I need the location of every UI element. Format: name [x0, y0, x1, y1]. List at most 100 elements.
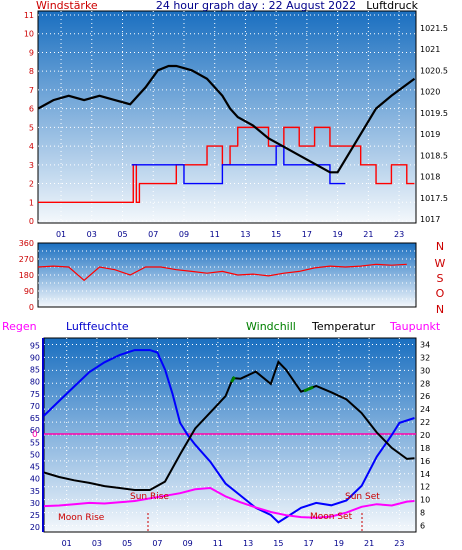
pressure-tick-label: 1021.5: [420, 24, 448, 33]
hour-tick-label-bottom: 11: [213, 539, 223, 548]
hour-tick-label: 01: [56, 230, 66, 239]
hour-tick-label: 05: [117, 230, 127, 239]
temperature-series: [43, 360, 415, 491]
humidity-tick-label: 95: [30, 341, 40, 350]
pressure-tick-label: 1017.5: [420, 194, 448, 203]
temperature-tick-label: 10: [420, 496, 430, 505]
pressure-tick-label: 1018: [420, 173, 440, 182]
humidity-tick-label: 35: [30, 487, 40, 496]
hour-tick-label-bottom: 21: [364, 539, 374, 548]
wind-tick-label: 2: [29, 180, 34, 189]
wind-tick-label: 11: [24, 11, 34, 20]
humidity-tick-label: 55: [30, 438, 40, 447]
rain-zero-label: 0: [32, 430, 38, 440]
hour-tick-label: 17: [302, 230, 312, 239]
wind-tick-label: 10: [24, 30, 34, 39]
legend-regen: Regen: [2, 320, 37, 333]
moon-rise-label: Moon Rise: [58, 513, 105, 523]
humidity-tick-label: 90: [30, 353, 40, 362]
humidity-tick-label: 45: [30, 463, 40, 472]
temperature-tick-label: 14: [420, 470, 430, 479]
humidity-series: [43, 349, 415, 524]
humidity-tick-label: 50: [30, 450, 40, 459]
temperature-tick-label: 6: [420, 522, 425, 531]
wind-tick-label: 8: [29, 67, 34, 76]
hour-tick-label: 13: [240, 230, 250, 239]
sun-rise-label: Sun Rise: [130, 492, 169, 502]
dewpoint-series: [43, 486, 415, 519]
hour-tick-label-bottom: 13: [243, 539, 253, 548]
wind-tick-label: 5: [29, 123, 34, 132]
direction-letter-n-top: N: [436, 240, 444, 253]
pressure-series: [37, 64, 416, 174]
hour-tick-label-bottom: 09: [183, 539, 193, 548]
temperature-tick-label: 16: [420, 457, 430, 466]
hour-tick-label-bottom: 03: [92, 539, 102, 548]
wind-tick-label: 3: [29, 161, 34, 170]
temperature-tick-label: 8: [420, 509, 425, 518]
hour-tick-label: 15: [271, 230, 281, 239]
wind-tick-label: 6: [29, 105, 34, 114]
direction-tick-label: 0: [29, 303, 34, 312]
windchill-series-a: [230, 376, 236, 383]
bottom-panel: [43, 337, 417, 533]
humidity-tick-label: 60: [30, 426, 40, 435]
temperature-tick-label: 22: [420, 418, 430, 427]
hour-tick-label-bottom: 23: [394, 539, 404, 548]
direction-tick-label: 180: [19, 271, 34, 280]
wind-axis-title: Windstärke: [36, 0, 98, 12]
wind-tick-label: 1: [29, 198, 34, 207]
temperature-tick-label: 20: [420, 431, 430, 440]
hour-tick-label: 19: [333, 230, 343, 239]
temperature-tick-label: 26: [420, 392, 430, 401]
direction-tick-label: 270: [19, 255, 34, 264]
pressure-tick-label: 1017: [420, 215, 440, 224]
direction-tick-label: 90: [24, 287, 34, 296]
moon-set-label: Moon Set: [310, 512, 353, 522]
wind-tick-label: 9: [29, 48, 34, 57]
pressure-tick-label: 1019: [420, 130, 440, 139]
hour-tick-label: 23: [394, 230, 404, 239]
direction-letter-s: S: [437, 272, 444, 285]
legend-temperatur: Temperatur: [311, 320, 376, 333]
hour-tick-label: 03: [87, 230, 97, 239]
hour-tick-label: 11: [210, 230, 220, 239]
temperature-tick-label: 12: [420, 483, 430, 492]
legend-windchill: Windchill: [246, 320, 296, 333]
humidity-tick-label: 40: [30, 475, 40, 484]
humidity-tick-label: 85: [30, 366, 40, 375]
wind-tick-label: 0: [29, 217, 34, 226]
humidity-tick-label: 75: [30, 390, 40, 399]
pressure-tick-label: 1020: [420, 88, 440, 97]
top-panel: [37, 10, 417, 224]
direction-panel: [37, 242, 417, 308]
legend-taupunkt: Taupunkt: [389, 320, 441, 333]
pressure-tick-label: 1020.5: [420, 66, 448, 75]
gust-series: [131, 145, 346, 185]
hour-tick-label-bottom: 05: [122, 539, 132, 548]
hour-tick-label-bottom: 15: [273, 539, 283, 548]
humidity-tick-label: 25: [30, 511, 40, 520]
pressure-tick-label: 1019.5: [420, 109, 448, 118]
hour-tick-label-bottom: 07: [152, 539, 162, 548]
humidity-tick-label: 30: [30, 499, 40, 508]
hour-tick-label: 07: [148, 230, 158, 239]
windchill-series-b: [303, 385, 314, 393]
legend-luftfeuchte: Luftfeuchte: [66, 320, 129, 333]
temperature-tick-label: 32: [420, 353, 430, 362]
hour-tick-label-bottom: 17: [304, 539, 314, 548]
pressure-tick-label: 1021: [420, 45, 440, 54]
temperature-tick-label: 34: [420, 340, 430, 349]
wind-series: [38, 126, 415, 203]
chart-title: 24 hour graph day : 22 August 2022: [156, 0, 356, 12]
hour-tick-label: 21: [363, 230, 373, 239]
direction-letter-w: W: [435, 257, 446, 270]
pressure-axis-title: Luftdruck: [366, 0, 418, 12]
humidity-tick-label: 20: [30, 523, 40, 532]
hour-tick-label-bottom: 01: [62, 539, 72, 548]
wind-tick-label: 7: [29, 86, 34, 95]
direction-tick-label: 360: [19, 239, 34, 248]
temperature-tick-label: 24: [420, 405, 430, 414]
temperature-tick-label: 28: [420, 379, 430, 388]
